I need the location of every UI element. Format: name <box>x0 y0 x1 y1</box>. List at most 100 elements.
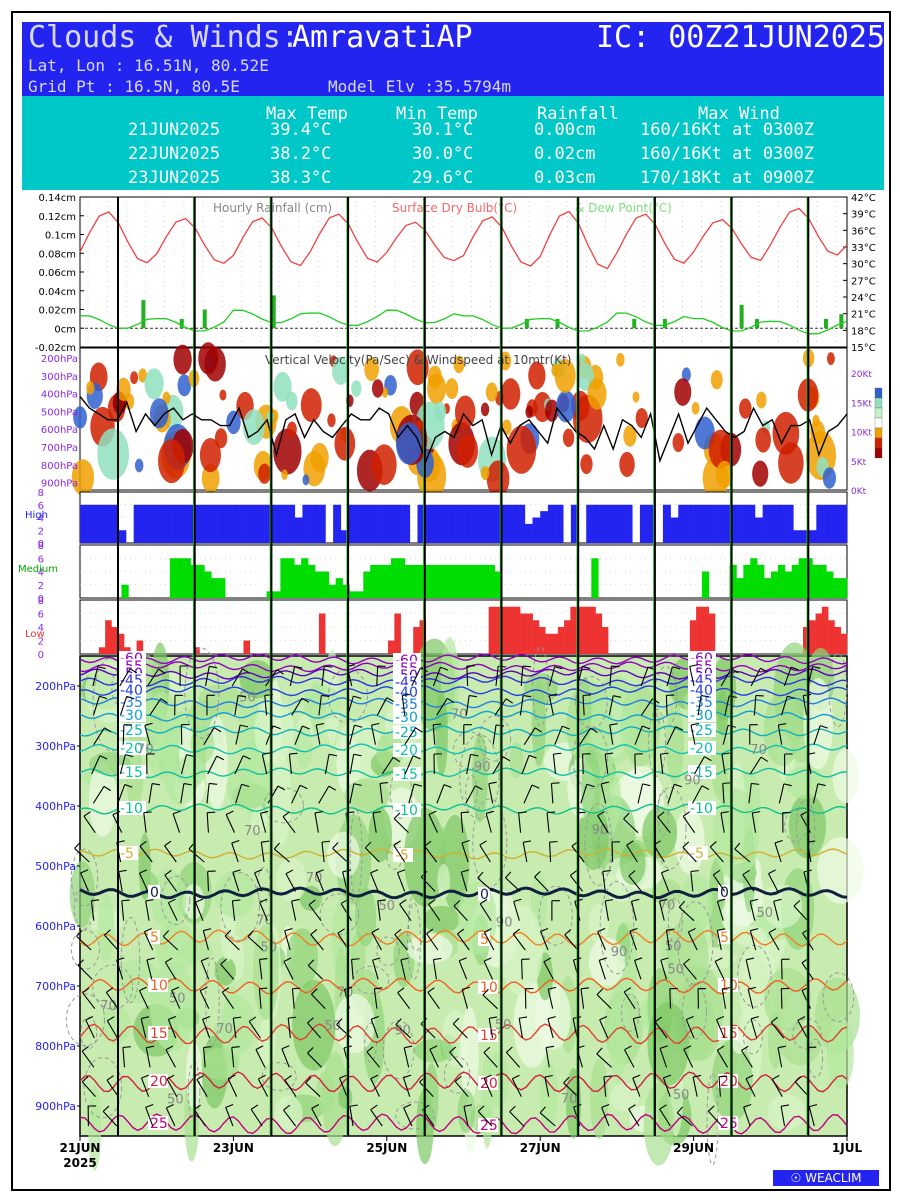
wind-barb-flag <box>714 957 723 962</box>
wind-barb-flag <box>433 723 442 726</box>
wind-barb-flag <box>386 697 395 702</box>
wind-barb <box>139 845 153 863</box>
temp-label-bg <box>718 1116 738 1130</box>
cloud-bar <box>241 504 250 543</box>
wind-barb <box>724 695 730 716</box>
vv-blob <box>528 361 546 390</box>
wind-barb <box>714 961 725 980</box>
wind-barb <box>92 786 105 804</box>
wind-barb-flag <box>477 871 484 879</box>
wind-barb-flag <box>626 840 634 846</box>
vv-blob <box>226 410 241 435</box>
rh-label: 50 <box>665 939 682 954</box>
wind-barb-flag <box>563 1076 570 1084</box>
rh-shade <box>588 937 625 987</box>
rh-label: 70 <box>561 1092 578 1107</box>
rh-label: 70 <box>306 871 323 886</box>
cloud-bar <box>494 504 503 543</box>
wind-barb <box>257 1078 269 1097</box>
cloud-bar <box>105 620 112 654</box>
wind-barb <box>580 784 588 804</box>
wind-barb <box>749 901 756 921</box>
rh-shade <box>437 863 451 899</box>
wind-barb-flag <box>203 928 212 932</box>
wind-barb <box>204 666 210 687</box>
cloud-bar <box>517 504 526 543</box>
wind-barb-flag <box>203 1046 212 1048</box>
rh-contour <box>795 799 816 855</box>
wind-barb-flag <box>659 898 668 902</box>
wind-barb <box>119 754 126 775</box>
wind-barb-flag <box>540 927 549 932</box>
cloud-bar <box>545 633 552 654</box>
wind-barb-flag <box>276 669 284 675</box>
wind-barb-flag <box>477 1105 485 1112</box>
wind-barb <box>495 666 499 687</box>
wind-barb-flag <box>351 958 360 960</box>
temp-contour-label: 15 <box>150 1026 168 1042</box>
wind-barb-flag <box>683 958 691 965</box>
rh-contour <box>261 1062 297 1092</box>
wind-barb <box>512 933 526 951</box>
wind-barb <box>687 931 698 951</box>
wind-barb <box>720 812 725 833</box>
wind-barb <box>321 842 325 863</box>
row-date: 21JUN2025 <box>128 120 221 140</box>
row-min-temp: 30.1°C <box>412 120 474 140</box>
cloud-y-tick-label: 8 <box>38 541 44 552</box>
wind-barb-flag <box>534 870 541 878</box>
temp-label-bg <box>118 682 146 697</box>
cloud-bar <box>478 504 487 543</box>
cloud-bar <box>264 504 273 543</box>
wind-barb <box>349 783 355 804</box>
wind-barb <box>596 994 612 1010</box>
wind-barb-flag <box>233 1016 242 1019</box>
wind-barb-flag <box>674 783 682 788</box>
vv-blob <box>580 454 593 475</box>
wind-barb <box>637 783 644 804</box>
wind-barb <box>634 753 636 775</box>
row-rain: 0.00cm <box>534 120 596 140</box>
rh-contour <box>575 676 608 729</box>
wind-barb-flag <box>392 756 401 763</box>
wind-barb <box>180 754 187 775</box>
location-title: AmravatiAP <box>292 20 473 55</box>
wind-barb-flag <box>353 753 362 757</box>
wind-barb-flag <box>254 869 263 874</box>
wind-barb <box>460 871 468 892</box>
wind-barb <box>749 756 762 775</box>
wind-barb-flag <box>783 783 792 787</box>
wind-barb-flag <box>284 928 293 932</box>
wind-barb-flag <box>629 927 638 932</box>
rh-shade <box>763 967 812 1032</box>
wind-barb-flag <box>232 899 241 902</box>
temp-contour-label: 0 <box>150 885 159 901</box>
cloud-bar <box>685 504 694 543</box>
rh-label: 70 <box>750 743 767 758</box>
wind-barb-flag <box>682 841 690 848</box>
wind-barb-flag <box>446 697 455 704</box>
temp-contour-label: -15 <box>120 765 143 781</box>
wind-barb-flag <box>305 1076 312 1084</box>
wind-barb <box>662 1077 671 1097</box>
wind-barb-flag <box>321 840 331 843</box>
temp-label-bg <box>718 1074 738 1088</box>
wind-barb-flag <box>288 1016 297 1019</box>
temp-label-bg <box>118 708 146 722</box>
wind-barb-flag <box>400 957 409 961</box>
cloud-bar <box>595 613 603 654</box>
cloud-bar <box>840 633 848 654</box>
cloud-bar <box>301 558 309 598</box>
rh-shade <box>680 874 713 933</box>
wind-barb-flag <box>683 1045 692 1050</box>
header-banner: Clouds & Winds: AmravatiAP IC: 00Z21JUN2… <box>22 20 885 96</box>
rh-contour <box>65 993 106 1047</box>
wind-barb-flag <box>146 1045 155 1049</box>
wind-barb-flag <box>393 840 401 846</box>
wind-barb <box>122 1047 126 1068</box>
wind-barb <box>394 934 408 951</box>
dewpoint-line <box>79 309 848 335</box>
wind-barb-flag <box>415 727 423 733</box>
wind-barb <box>564 934 579 951</box>
wind-barb-flag <box>631 898 640 902</box>
